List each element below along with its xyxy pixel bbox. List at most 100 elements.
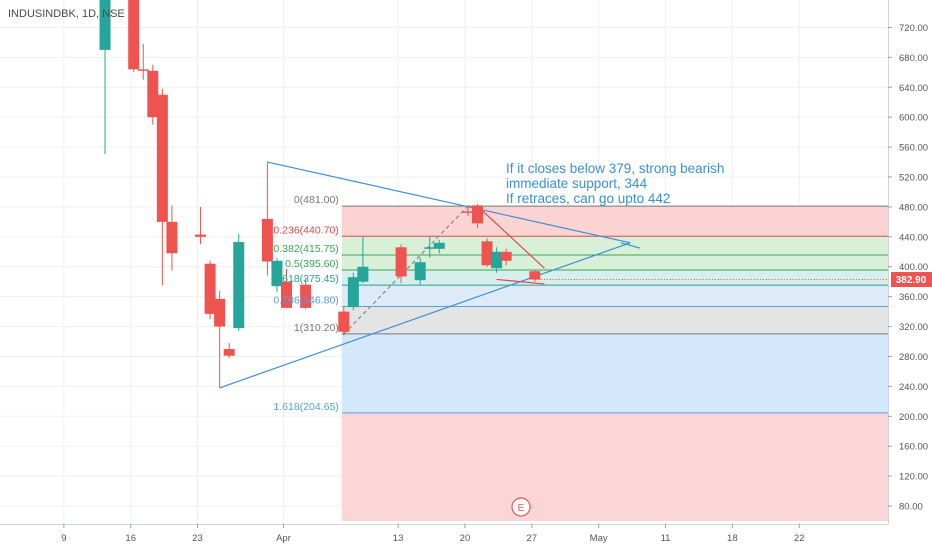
earnings-event-marker[interactable]: E: [511, 497, 531, 517]
candle[interactable]: [156, 88, 168, 286]
trendline[interactable]: [267, 161, 631, 244]
candle[interactable]: [214, 290, 226, 388]
symbol-label[interactable]: INDUSINDBK, 1D, NSE: [8, 8, 125, 20]
fib-level-label: 1.618(204.65): [273, 401, 338, 413]
annotation-line-3: If retraces, can go upto 442: [506, 191, 670, 206]
event-marker-label: E: [518, 503, 525, 514]
candle[interactable]: [99, 0, 111, 154]
trendline[interactable]: [477, 205, 545, 269]
annotation-line-2: immediate support, 344: [506, 176, 648, 191]
event-marker-circle: [511, 497, 531, 517]
price-tick-label: 560.00: [899, 143, 928, 154]
annotation-text[interactable]: If it closes below 379, strong bearish i…: [506, 161, 724, 206]
candle[interactable]: [137, 43, 149, 80]
candle-body: [529, 271, 541, 280]
candle-body: [137, 69, 149, 71]
price-tick-label: 520.00: [899, 173, 928, 184]
candle-body: [462, 211, 474, 213]
trendline[interactable]: [620, 242, 641, 249]
price-tick-label: 320.00: [899, 322, 928, 333]
fib-zone: [341, 254, 888, 271]
candle-body: [128, 0, 140, 70]
candle-body: [472, 205, 483, 224]
price-tick-label: 160.00: [899, 442, 928, 453]
candle-body: [99, 0, 111, 50]
candle[interactable]: [166, 205, 178, 271]
price-tick-label: 480.00: [899, 202, 928, 213]
time-tick-label: 22: [794, 533, 805, 544]
fib-level-label: 0.382(415.75): [273, 243, 338, 255]
annotation-line-1: If it closes below 379, strong bearish: [506, 161, 724, 176]
fib-level-label: 0(481.00): [294, 194, 339, 206]
candle[interactable]: [223, 343, 235, 358]
candle[interactable]: [271, 257, 283, 293]
candle[interactable]: [500, 248, 512, 266]
candle[interactable]: [281, 268, 292, 308]
fib-level-label: 1(310.20): [294, 322, 339, 334]
fib-zone: [341, 306, 888, 334]
time-tick-label: May: [590, 533, 608, 544]
candle[interactable]: [128, 0, 140, 73]
candle-body: [347, 277, 359, 308]
trendlines[interactable]: [219, 161, 641, 389]
time-tick-label: 9: [61, 533, 66, 544]
fib-zone: [341, 333, 888, 413]
candle[interactable]: [462, 205, 474, 216]
candle-body: [261, 218, 273, 262]
candle[interactable]: [357, 236, 369, 284]
candle[interactable]: [347, 272, 359, 311]
time-tick-label: 11: [661, 533, 671, 544]
candle[interactable]: [204, 260, 216, 320]
current-price-tag-bg: [891, 272, 932, 288]
candle[interactable]: [433, 239, 445, 254]
fib-level-label: 0.5(395.60): [285, 258, 339, 270]
price-tick-label: 600.00: [899, 113, 928, 124]
candle[interactable]: [233, 233, 245, 332]
trendline[interactable]: [343, 205, 469, 335]
candle[interactable]: [472, 203, 483, 228]
candle[interactable]: [147, 64, 159, 125]
candle-body: [223, 349, 235, 356]
candle-body: [491, 251, 503, 269]
candle[interactable]: [424, 236, 436, 258]
candle-body: [500, 251, 512, 261]
price-tick-label: 640.00: [899, 83, 928, 94]
price-tick-label: 240.00: [899, 382, 928, 393]
price-tick-label: 400.00: [899, 262, 928, 273]
fib-zone: [341, 206, 888, 237]
fibonacci-retracement[interactable]: [341, 205, 888, 521]
current-price-label: 382.90: [896, 275, 927, 286]
candle[interactable]: [395, 244, 407, 284]
trendline[interactable]: [219, 242, 631, 389]
price-tick-label: 80.00: [899, 502, 923, 513]
candles[interactable]: [99, 0, 888, 388]
price-tick-label: 440.00: [899, 232, 928, 243]
candle-body: [233, 242, 245, 329]
candle[interactable]: [300, 278, 312, 310]
fib-zone: [341, 236, 888, 255]
candle[interactable]: [261, 162, 273, 276]
candle[interactable]: [481, 238, 493, 267]
candle-body: [166, 221, 178, 254]
price-tick-label: 720.00: [899, 23, 928, 34]
time-tick-label: 18: [727, 533, 738, 544]
price-tick-label: 360.00: [899, 292, 928, 303]
candle[interactable]: [491, 247, 503, 273]
fibonacci-labels: 0(481.00) 0.236(440.70) 0.382(415.75) 0.5(3…: [273, 194, 338, 413]
candle[interactable]: [195, 206, 207, 245]
candle-body: [156, 94, 168, 222]
time-axis-bg: [0, 524, 888, 550]
price-tick-label: 200.00: [899, 412, 928, 423]
price-tick-label: 120.00: [899, 472, 928, 483]
time-tick-label: 23: [192, 533, 203, 544]
price-tick-label: 280.00: [899, 352, 928, 363]
candle-body: [414, 262, 426, 281]
trendline[interactable]: [496, 278, 545, 285]
candle-body: [147, 70, 159, 118]
candle[interactable]: [338, 307, 350, 336]
candle[interactable]: [414, 257, 426, 285]
time-axis[interactable]: 9 16 23 Apr 13 20 27 May 11 18 22: [0, 524, 888, 550]
candle-body: [424, 247, 436, 249]
fib-level-label: 0.618(375.45): [273, 273, 338, 285]
